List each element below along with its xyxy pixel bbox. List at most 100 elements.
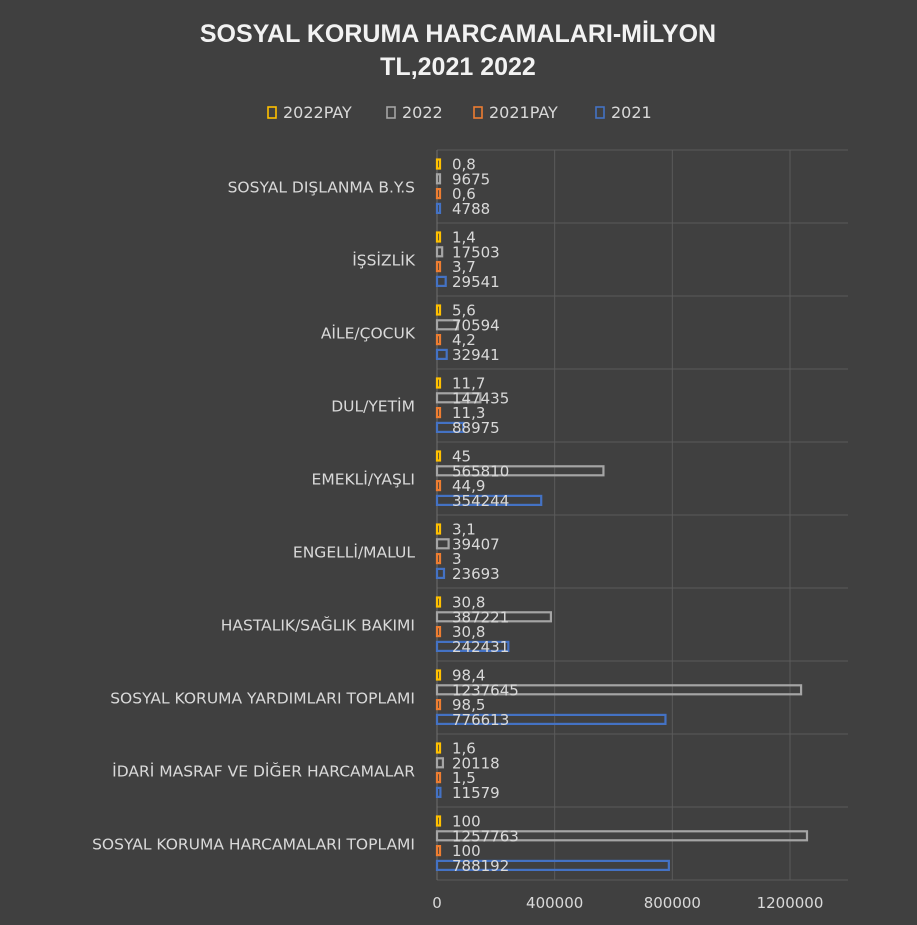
data-label: 39407 <box>452 535 500 553</box>
bar-2022pay <box>435 523 442 535</box>
bar-2022pay <box>435 596 442 608</box>
bar-2022 <box>435 392 482 404</box>
category-label: SOSYAL KORUMA YARDIMLARI TOPLAMI <box>110 690 415 708</box>
data-label: 354244 <box>452 492 509 510</box>
bar-2022pay <box>435 377 442 389</box>
data-label: 788192 <box>452 857 509 875</box>
legend-label: 2021 <box>611 103 652 122</box>
data-label: 0,6 <box>452 185 476 203</box>
data-label: 1,6 <box>452 740 476 758</box>
data-label: 9675 <box>452 170 490 188</box>
data-label: 565810 <box>452 462 509 480</box>
data-label: 98,5 <box>452 696 485 714</box>
bar-2021 <box>435 348 448 360</box>
bar-2022pay <box>435 231 442 243</box>
data-label: 45 <box>452 448 471 466</box>
bar-2021 <box>435 202 442 214</box>
bar-2021 <box>435 786 442 799</box>
x-tick-label: 800000 <box>644 894 701 912</box>
chart-title-line: TL,2021 2022 <box>380 53 536 81</box>
legend-label: 2021PAY <box>489 103 558 122</box>
category-label: AİLE/ÇOCUK <box>321 324 416 343</box>
data-label: 30,8 <box>452 623 485 641</box>
category-label: EMEKLİ/YAŞLI <box>312 470 415 489</box>
data-label: 1,4 <box>452 229 476 247</box>
bar-2022 <box>435 684 803 696</box>
bar-2022 <box>435 830 809 842</box>
category-label: İDARİ MASRAF VE DİĞER HARCAMALAR <box>112 762 415 781</box>
bar-2022pay <box>435 450 442 462</box>
data-label: 11,7 <box>452 375 485 393</box>
bar-2022 <box>435 611 553 623</box>
data-label: 5,6 <box>452 302 476 320</box>
bar-2021pay <box>435 188 442 200</box>
data-label: 30,8 <box>452 594 485 612</box>
x-tick-label: 1200000 <box>757 894 824 912</box>
bar-2022pay <box>435 158 442 170</box>
bar-2021 <box>435 640 510 653</box>
legend-swatch <box>267 106 277 119</box>
data-label: 387221 <box>452 608 509 626</box>
bar-2022 <box>435 757 445 769</box>
data-label: 70594 <box>452 316 500 334</box>
data-label: 1257763 <box>452 827 519 845</box>
data-label: 776613 <box>452 711 509 729</box>
data-label: 4,2 <box>452 331 476 349</box>
bar-2022 <box>435 173 442 185</box>
bar-2021pay <box>435 334 442 346</box>
bar-2022pay <box>435 304 442 316</box>
bar-2021pay <box>435 552 442 565</box>
bar-2022 <box>435 319 459 331</box>
legend-swatch <box>473 106 483 119</box>
data-label: 4788 <box>452 200 490 218</box>
data-label: 147435 <box>452 389 509 407</box>
bar-2022pay <box>435 669 442 681</box>
chart-title-line: SOSYAL KORUMA HARCAMALARI-MİLYON <box>200 20 716 48</box>
bar-2022pay <box>435 815 442 827</box>
bar-2021pay <box>435 480 442 492</box>
bar-2021pay <box>435 844 442 857</box>
data-label: 23693 <box>452 565 500 583</box>
x-tick-label: 0 <box>432 894 442 912</box>
bar-2022 <box>435 246 444 258</box>
bar-2021 <box>435 713 667 726</box>
data-label: 20118 <box>452 754 500 772</box>
bar-2022 <box>435 465 605 477</box>
bar-2022pay <box>435 742 442 754</box>
data-label: 11579 <box>452 784 500 802</box>
data-label: 29541 <box>452 273 500 291</box>
data-label: 3 <box>452 550 462 568</box>
bar-2021 <box>435 567 446 580</box>
data-label: 0,8 <box>452 156 476 174</box>
category-label: HASTALIK/SAĞLIK BAKIMI <box>221 616 415 635</box>
legend-label: 2022 <box>402 103 443 122</box>
data-label: 88975 <box>452 419 500 437</box>
data-label: 17503 <box>452 243 500 261</box>
data-label: 3,7 <box>452 258 476 276</box>
data-label: 3,1 <box>452 521 476 539</box>
data-label: 98,4 <box>452 667 485 685</box>
category-label: SOSYAL DIŞLANMA B.Y.S <box>228 179 415 197</box>
legend-swatch <box>386 106 396 119</box>
data-label: 100 <box>452 813 481 831</box>
category-label: DUL/YETİM <box>331 397 415 416</box>
category-label: İŞSİZLİK <box>352 251 416 270</box>
legend-label: 2022PAY <box>283 103 352 122</box>
bar-2021pay <box>435 407 442 419</box>
x-tick-label: 400000 <box>526 894 583 912</box>
bar-2021pay <box>435 698 442 711</box>
category-label: ENGELLİ/MALUL <box>293 543 415 562</box>
bar-2021 <box>435 859 670 872</box>
bar-2021pay <box>435 771 442 784</box>
data-label: 11,3 <box>452 404 485 422</box>
bar-2021 <box>435 421 465 433</box>
bar-2021 <box>435 494 543 506</box>
bar-2021pay <box>435 261 442 273</box>
data-label: 1,5 <box>452 769 476 787</box>
category-label: SOSYAL KORUMA HARCAMALARI TOPLAMI <box>92 836 415 854</box>
legend-swatch <box>595 106 605 119</box>
bar-2021pay <box>435 625 442 638</box>
data-label: 44,9 <box>452 477 485 495</box>
